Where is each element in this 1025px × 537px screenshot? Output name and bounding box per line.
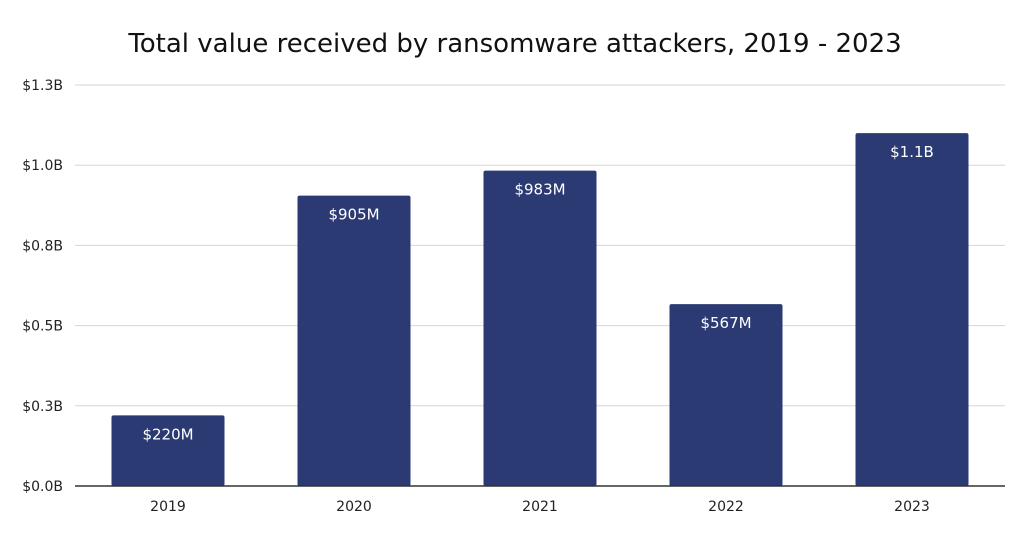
- y-tick-label: $0.3B: [22, 399, 63, 415]
- chart-title: Total value received by ransomware attac…: [127, 29, 901, 59]
- x-tick-label: 2019: [150, 499, 186, 515]
- y-tick-label: $0.0B: [22, 479, 63, 495]
- bar-2019: [111, 415, 225, 486]
- data-label-2023: $1.1B: [890, 143, 934, 161]
- bar-2020: [297, 195, 411, 486]
- data-label-2021: $983M: [514, 181, 565, 199]
- y-tick-label: $0.8B: [22, 238, 63, 254]
- x-tick-label: 2021: [522, 499, 558, 515]
- y-tick-label: $1.3B: [22, 78, 63, 94]
- bars: [111, 133, 969, 486]
- bar-2022: [669, 304, 783, 486]
- bar-2023: [855, 133, 969, 486]
- x-tick-label: 2022: [708, 499, 744, 515]
- data-label-2022: $567M: [700, 314, 751, 332]
- x-tick-label: 2020: [336, 499, 372, 515]
- y-tick-label: $0.5B: [22, 319, 63, 335]
- data-labels: $220M $905M $983M $567M $1.1B: [142, 143, 933, 443]
- x-tick-label: 2023: [894, 499, 930, 515]
- x-axis-ticks: 2019 2020 2021 2022 2023: [150, 499, 930, 515]
- data-label-2019: $220M: [142, 425, 193, 443]
- data-label-2020: $905M: [328, 206, 379, 224]
- bar-2021: [483, 170, 597, 486]
- y-tick-label: $1.0B: [22, 158, 63, 174]
- y-axis-ticks: $0.0B $0.3B $0.5B $0.8B $1.0B $1.3B: [22, 78, 63, 495]
